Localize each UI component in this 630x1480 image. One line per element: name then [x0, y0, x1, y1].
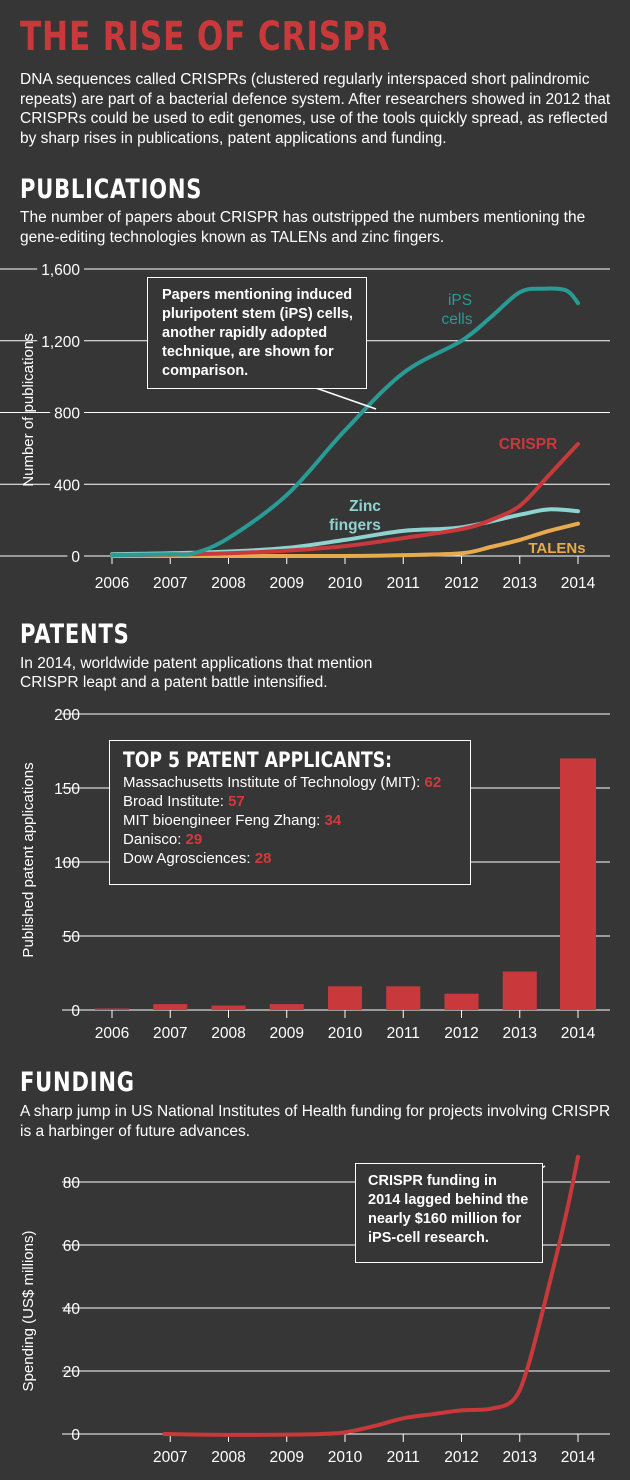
- x-tick-label: 2008: [211, 1449, 245, 1466]
- y-tick-label: 60: [63, 1238, 81, 1255]
- patents-subtitle-line2: CRISPR leapt and a patent battle intensi…: [20, 674, 328, 691]
- callout-pointer: [312, 386, 377, 410]
- y-tick-label: 0: [71, 549, 80, 566]
- x-tick-label: 2013: [503, 1025, 537, 1042]
- patents-chart: 0 50 100 150 200 2006 2007 2008 2009 2010 2011 201…: [20, 707, 610, 1042]
- bar-2013: [502, 971, 537, 1010]
- y-tick-label: 1,200: [41, 334, 80, 351]
- y-tick-label: 400: [54, 477, 80, 494]
- publications-heading: PUBLICATIONS: [20, 174, 203, 205]
- series-line-crispr-funding: [162, 1154, 580, 1437]
- applicant-row: Danisco: 29: [123, 830, 458, 849]
- applicant-count: 28: [254, 850, 272, 867]
- ips-callout: Papers mentioning induced pluripotent st…: [147, 277, 367, 389]
- publications-chart: 0 400 800 1,200 1,600 2006 2007 2008 2009 2010 20…: [0, 261, 610, 592]
- y-tick-label: 1,600: [41, 262, 80, 279]
- patents-subtitle-line1: In 2014, worldwide patent applications t…: [20, 655, 373, 672]
- zinc-series-label-line1: Zinc: [349, 498, 381, 515]
- ips-series-label-line2: cells: [441, 311, 472, 328]
- bar-2012: [444, 993, 479, 1010]
- x-tick-label: 2013: [503, 575, 537, 592]
- y-tick-label: 100: [54, 855, 80, 872]
- bar-2007: [153, 1004, 188, 1010]
- funding-callout: CRISPR funding in 2014 lagged behind the…: [355, 1163, 543, 1263]
- x-tick-label: 2012: [444, 575, 478, 592]
- funding-subtitle: A sharp jump in US National Institutes o…: [20, 1103, 611, 1140]
- y-tick-label: 50: [63, 929, 81, 946]
- series-line-talens: [110, 521, 580, 559]
- x-tick-label: 2014: [561, 1449, 596, 1466]
- publications-y-axis-label: Number of publications: [20, 333, 37, 486]
- zinc-series-label-line2: fingers: [329, 517, 381, 534]
- ips-series-label-line1: iPS: [448, 292, 472, 309]
- x-tick-label: 2013: [503, 1449, 537, 1466]
- infographic-title: THE RISE OF CRISPR: [20, 14, 391, 60]
- applicant-count: 57: [228, 793, 245, 810]
- patents-heading: PATENTS: [20, 619, 130, 650]
- bar-2010: [328, 986, 362, 1010]
- patent-applicants-callout: TOP 5 PATENT APPLICANTS: Massachusetts I…: [109, 740, 471, 885]
- x-tick-label: 2007: [153, 575, 187, 592]
- applicant-row: Massachusetts Institute of Technology (M…: [123, 773, 458, 792]
- talens-series-label: TALENs: [528, 540, 585, 557]
- x-tick-label: 2009: [270, 1025, 304, 1042]
- applicant-row: Broad Institute: 57: [123, 792, 458, 811]
- y-tick-label: 0: [71, 1427, 80, 1444]
- x-tick-label: 2010: [328, 1025, 363, 1042]
- publications-subtitle: The number of papers about CRISPR has ou…: [20, 209, 586, 246]
- intro-text: DNA sequences called CRISPRs (clustered …: [20, 71, 611, 147]
- x-tick-label: 2006: [95, 575, 129, 592]
- bar-2009: [269, 1004, 304, 1010]
- applicant-count: 29: [185, 831, 203, 848]
- bar-2011: [386, 986, 421, 1010]
- funding-y-axis-label: Spending (US$ millions): [20, 1231, 37, 1392]
- x-tick-label: 2014: [561, 1025, 596, 1042]
- applicant-name: Dow Agrosciences:: [123, 850, 255, 867]
- bar-2014: [560, 758, 596, 1010]
- x-tick-label: 2014: [561, 575, 596, 592]
- funding-heading: FUNDING: [20, 1067, 135, 1098]
- y-tick-label: 150: [54, 781, 80, 798]
- x-tick-label: 2007: [153, 1449, 187, 1466]
- y-tick-label: 800: [54, 406, 80, 423]
- x-tick-label: 2008: [211, 575, 245, 592]
- x-tick-label: 2012: [444, 1025, 478, 1042]
- x-tick-label: 2011: [387, 1025, 420, 1042]
- applicant-name: MIT bioengineer Feng Zhang:: [123, 812, 325, 829]
- x-tick-label: 2006: [95, 1025, 129, 1042]
- x-tick-label: 2009: [270, 1449, 304, 1466]
- applicants-title: TOP 5 PATENT APPLICANTS:: [123, 748, 393, 772]
- x-tick-label: 2008: [211, 1025, 245, 1042]
- x-tick-label: 2011: [387, 1449, 420, 1466]
- applicant-count: 62: [424, 774, 442, 791]
- series-line-crispr: [110, 441, 580, 558]
- bar-2006: [95, 1008, 129, 1010]
- x-tick-label: 2012: [444, 1449, 478, 1466]
- y-tick-label: 0: [71, 1003, 80, 1020]
- y-tick-mask: [67, 548, 84, 564]
- y-tick-label: 40: [63, 1301, 81, 1318]
- x-tick-label: 2009: [270, 575, 304, 592]
- applicant-count: 34: [324, 812, 342, 829]
- x-tick-label: 2007: [153, 1025, 187, 1042]
- y-tick-label: 80: [63, 1175, 81, 1192]
- y-tick-label: 200: [54, 707, 80, 724]
- applicant-name: Danisco:: [123, 831, 186, 848]
- applicant-name: Massachusetts Institute of Technology (M…: [123, 774, 425, 791]
- x-tick-label: 2010: [328, 575, 363, 592]
- x-tick-label: 2010: [328, 1449, 363, 1466]
- bar-2008: [211, 1005, 246, 1010]
- y-tick-mask: [50, 476, 84, 493]
- patents-y-axis-label: Published patent applications: [20, 762, 37, 957]
- y-tick-label: 20: [63, 1364, 81, 1381]
- y-tick-mask: [50, 404, 84, 421]
- applicant-row: Dow Agrosciences: 28: [123, 849, 458, 868]
- x-tick-label: 2011: [387, 575, 420, 592]
- y-tick-mask: [37, 332, 84, 349]
- crispr-series-label: CRISPR: [499, 436, 558, 453]
- y-tick-mask: [37, 261, 84, 277]
- applicant-row: MIT bioengineer Feng Zhang: 34: [123, 811, 458, 830]
- series-line-ips-cells: [110, 286, 580, 558]
- applicant-name: Broad Institute:: [123, 793, 229, 810]
